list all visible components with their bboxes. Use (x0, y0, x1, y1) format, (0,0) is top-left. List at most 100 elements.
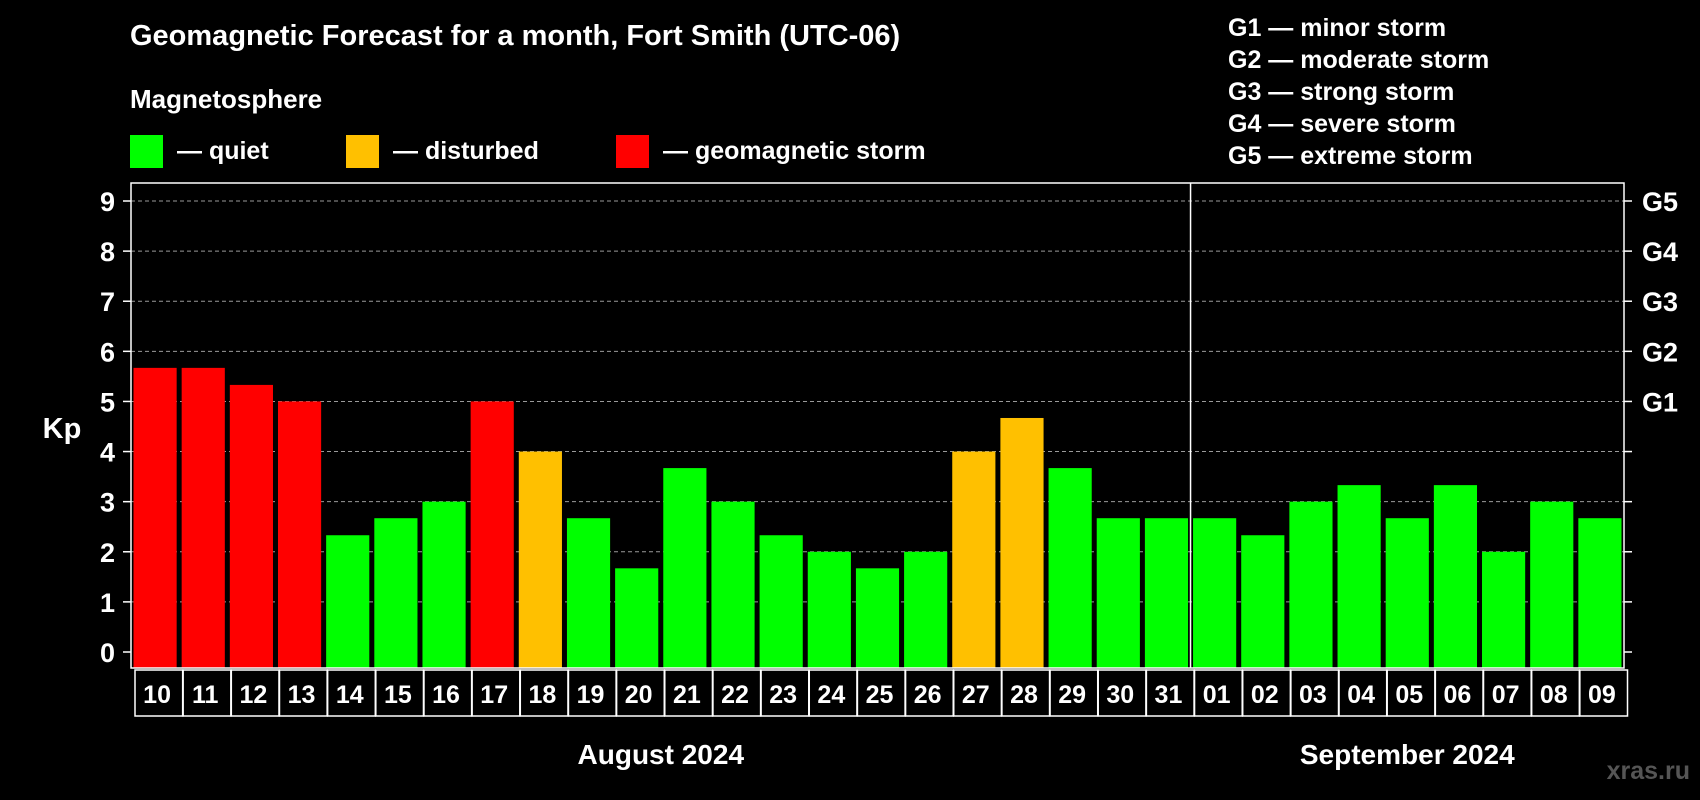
date-label: 27 (962, 681, 990, 709)
bar-19 (566, 518, 611, 668)
date-label: 20 (625, 681, 653, 709)
y-tick-label: 5 (100, 387, 115, 417)
y-tick-label: 4 (100, 438, 115, 468)
date-label: 10 (143, 681, 171, 709)
g-level-label: G1 (1642, 387, 1678, 417)
date-label: 26 (914, 681, 942, 709)
bar-13 (277, 401, 322, 668)
date-label: 08 (1540, 681, 1568, 709)
bar-18 (518, 451, 562, 668)
date-label: 02 (1251, 681, 1279, 709)
legend-swatch-quiet (130, 134, 163, 168)
legend-label-storm: — geomagnetic storm (663, 136, 926, 165)
date-label: 24 (817, 681, 845, 709)
legend-label-quiet: — quiet (177, 136, 269, 165)
y-tick-label: 9 (100, 187, 115, 217)
bar-21 (663, 468, 707, 668)
date-label: 12 (239, 681, 267, 709)
y-tick-label: 3 (100, 488, 115, 518)
y-tick-label: 8 (100, 237, 115, 267)
y-tick-label: 6 (100, 337, 115, 367)
g-scale-item: G3 — strong storm (1228, 78, 1455, 106)
chart-title: Geomagnetic Forecast for a month, Fort S… (130, 20, 901, 52)
bar-05 (1385, 518, 1429, 668)
g-scale-item: G4 — severe storm (1228, 110, 1456, 138)
bar-30 (1096, 518, 1140, 668)
bar-15 (374, 518, 418, 668)
bar-11 (181, 367, 225, 668)
date-label: 23 (769, 681, 797, 709)
bar-04 (1337, 485, 1381, 668)
g-scale-item: G5 — extreme storm (1228, 142, 1473, 170)
bar-10 (133, 367, 177, 668)
bar-09 (1578, 518, 1622, 668)
watermark: xras.ru (1606, 757, 1690, 785)
bar-07 (1482, 551, 1526, 668)
g-level-label: G2 (1642, 337, 1678, 367)
date-label: 16 (432, 681, 460, 709)
date-label: 18 (528, 681, 556, 709)
date-label: 11 (192, 681, 219, 709)
bar-14 (326, 535, 370, 668)
y-tick-label: 2 (100, 538, 115, 568)
bar-23 (759, 535, 803, 668)
g-scale-item: G1 — minor storm (1228, 14, 1447, 42)
date-label: 03 (1299, 681, 1327, 709)
date-label: 14 (336, 681, 364, 709)
month-label: August 2024 (578, 739, 745, 770)
y-tick-label: 7 (100, 287, 115, 317)
date-label: 07 (1492, 681, 1520, 709)
date-label: 25 (866, 681, 894, 709)
g-scale-legend: G1 — minor storm G2 — moderate storm G3 … (1228, 12, 1489, 172)
date-label: 09 (1588, 681, 1616, 709)
date-label: 19 (577, 681, 605, 709)
y-axis-label: Kp (43, 413, 82, 445)
legend-heading: Magnetosphere (130, 84, 323, 114)
g-level-label: G3 (1642, 287, 1678, 317)
legend-swatch-disturbed (346, 134, 379, 168)
date-label: 13 (288, 681, 316, 709)
bar-17 (470, 401, 514, 668)
bar-22 (711, 501, 755, 668)
g-scale-item: G2 — moderate storm (1228, 46, 1490, 74)
date-label: 06 (1444, 681, 1472, 709)
y-tick-label: 0 (100, 638, 115, 668)
date-label: 15 (384, 681, 412, 709)
bar-06 (1433, 485, 1478, 668)
bar-02 (1241, 535, 1285, 668)
date-label: 01 (1203, 681, 1231, 709)
plot-frame (130, 182, 1625, 669)
date-label: 22 (721, 681, 749, 709)
bar-31 (1144, 518, 1189, 668)
bar-27 (952, 451, 996, 668)
date-label: 28 (1010, 681, 1038, 709)
month-label: September 2024 (1300, 739, 1515, 770)
bar-28 (1000, 417, 1044, 668)
g-level-label: G5 (1642, 187, 1678, 217)
date-label: 31 (1155, 681, 1183, 709)
date-label: 29 (1058, 681, 1086, 709)
bar-12 (229, 384, 273, 668)
legend-item-storm: — geomagnetic storm (616, 134, 926, 168)
legend-swatch-storm (616, 134, 649, 168)
y-tick-label: 1 (100, 588, 115, 618)
bar-08 (1530, 501, 1574, 668)
date-label: 05 (1395, 681, 1423, 709)
bar-20 (615, 568, 659, 668)
bar-24 (807, 551, 851, 668)
bar-01 (1193, 518, 1237, 668)
bar-16 (422, 501, 466, 668)
legend-label-disturbed: — disturbed (393, 136, 539, 165)
legend-item-disturbed: — disturbed (346, 134, 539, 168)
date-label: 30 (1106, 681, 1134, 709)
bar-25 (855, 568, 900, 668)
g-level-label: G4 (1642, 237, 1678, 267)
bar-03 (1289, 501, 1333, 668)
date-cell (1579, 669, 1629, 717)
date-label: 17 (480, 681, 508, 709)
date-label: 04 (1347, 681, 1375, 709)
date-label: 21 (673, 681, 701, 709)
legend-item-quiet: — quiet (130, 134, 269, 168)
bar-26 (904, 551, 948, 668)
